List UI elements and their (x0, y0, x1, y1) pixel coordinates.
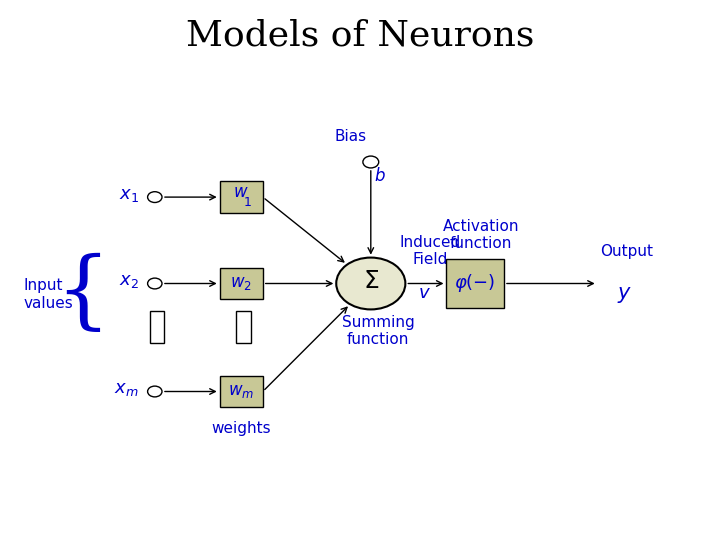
Text: $x_1$: $x_1$ (119, 186, 139, 204)
Text: $\varphi(-)$: $\varphi(-)$ (454, 273, 496, 294)
FancyBboxPatch shape (220, 268, 263, 299)
Circle shape (148, 192, 162, 202)
Text: Activation
function: Activation function (443, 219, 519, 251)
Text: Summing
function: Summing function (341, 315, 415, 347)
Circle shape (363, 156, 379, 168)
Text: Output: Output (600, 244, 653, 259)
Circle shape (148, 278, 162, 289)
FancyBboxPatch shape (446, 259, 504, 308)
Text: $w_2$: $w_2$ (230, 274, 252, 293)
FancyBboxPatch shape (220, 181, 263, 213)
FancyBboxPatch shape (150, 310, 164, 343)
Text: $x_2$: $x_2$ (119, 272, 139, 291)
Text: $w_m$: $w_m$ (228, 382, 254, 401)
Text: {: { (55, 253, 110, 336)
FancyBboxPatch shape (236, 310, 251, 343)
Text: $w$: $w$ (233, 183, 249, 201)
Text: Induced
Field: Induced Field (399, 235, 461, 267)
Text: Models of Neurons: Models of Neurons (186, 18, 534, 52)
Circle shape (336, 258, 405, 309)
FancyBboxPatch shape (220, 376, 263, 407)
Text: weights: weights (212, 421, 271, 436)
Text: $x_m$: $x_m$ (114, 380, 139, 399)
Text: $b$: $b$ (374, 166, 386, 185)
Text: $v$: $v$ (418, 284, 431, 302)
Text: $y$: $y$ (618, 285, 632, 306)
Circle shape (148, 386, 162, 397)
Text: Input
values: Input values (23, 278, 73, 310)
Text: $\Sigma$: $\Sigma$ (363, 269, 379, 293)
Text: $1$: $1$ (243, 196, 251, 209)
Text: Bias: Bias (335, 129, 366, 144)
